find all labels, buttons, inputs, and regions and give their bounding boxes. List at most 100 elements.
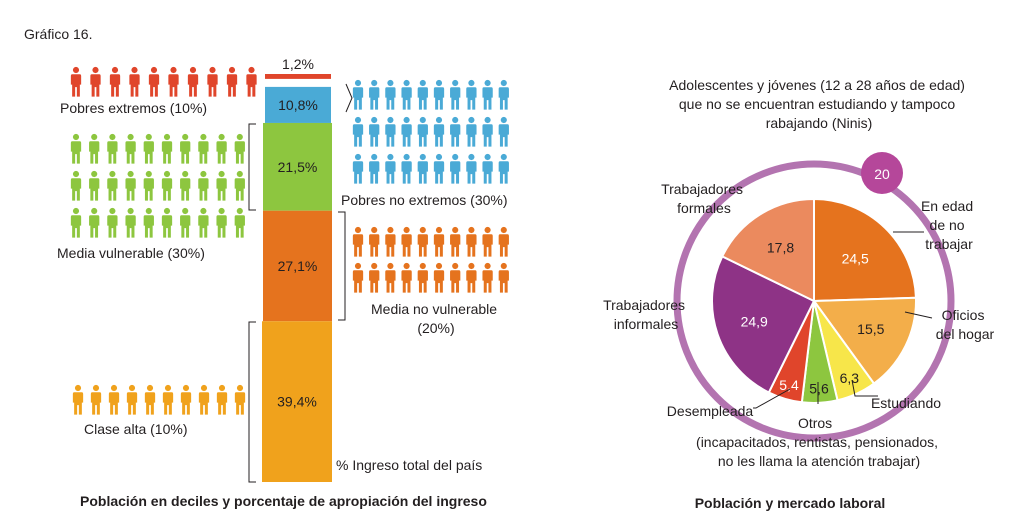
slice-label-formales-line-1: Trabajadores	[661, 181, 743, 197]
slice-label-otros-line-3: no les llama la atención trabajar)	[718, 453, 920, 469]
person-icon	[216, 384, 228, 415]
slice-label-edad-line-1: En edad	[921, 198, 973, 214]
bar-value-label-2: 21,5%	[278, 159, 318, 175]
person-icon	[70, 66, 82, 97]
person-icon	[180, 384, 192, 415]
person-icon	[125, 170, 136, 201]
person-icon	[466, 79, 477, 110]
people-group-4	[72, 384, 246, 415]
pie-slice-1	[812, 296, 917, 385]
person-icon	[450, 79, 461, 110]
person-icon	[433, 226, 445, 257]
person-icon	[89, 207, 100, 238]
leader-line-4	[753, 388, 791, 409]
person-icon	[385, 153, 396, 184]
slice-label-hogar: Oficios del hogar	[936, 307, 995, 342]
person-icon	[417, 116, 428, 147]
person-icon	[401, 79, 412, 110]
bar-value-label-0: 1,2%	[282, 56, 314, 72]
person-icon	[466, 262, 477, 293]
person-icon	[180, 170, 191, 201]
group-brackets	[248, 83, 353, 483]
person-icon	[161, 207, 173, 238]
person-icon	[180, 133, 191, 164]
pie-ring	[673, 160, 955, 442]
bracket-3	[248, 321, 256, 483]
pie-value-label-4: 5,4	[779, 377, 799, 393]
people-group-2	[70, 133, 245, 238]
person-icon	[143, 207, 154, 238]
person-icon	[433, 262, 445, 293]
person-icon	[246, 66, 257, 97]
pie-value-label-0: 24,5	[842, 251, 869, 267]
people-group-0	[70, 66, 257, 97]
person-icon	[234, 207, 245, 238]
person-icon	[126, 384, 138, 415]
person-icon	[180, 207, 191, 238]
person-icon	[385, 226, 396, 257]
person-icon	[143, 170, 154, 201]
bar-value-label-4: 39,4%	[277, 394, 317, 410]
figure-label: Gráfico 16.	[24, 26, 92, 42]
group-label-vulnerable: Media vulnerable (30%)	[57, 245, 205, 261]
person-icon	[187, 66, 199, 97]
pie-subtitle-line-2: que no se encuentran estudiando y tampoc…	[679, 96, 956, 112]
slice-label-otros-line-1: Otros	[798, 415, 832, 431]
person-icon	[466, 116, 477, 147]
person-icon	[482, 226, 493, 257]
person-icon	[161, 133, 173, 164]
group-label-no-extremos: Pobres no extremos (30%)	[341, 192, 508, 208]
bar-value-labels: 1,2% 10,8% 21,5% 27,1% 39,4%	[277, 56, 318, 410]
person-icon	[226, 66, 238, 97]
person-icon	[433, 116, 445, 147]
person-icon	[401, 116, 412, 147]
person-icon	[482, 116, 493, 147]
person-icon	[216, 133, 227, 164]
person-icon	[450, 153, 461, 184]
ring-badge-value: 20	[874, 166, 890, 182]
person-icon	[433, 153, 445, 184]
person-icon	[369, 226, 380, 257]
group-label-alta: Clase alta (10%)	[84, 421, 188, 437]
person-icon	[417, 153, 428, 184]
person-icon	[385, 116, 396, 147]
leader-line-2	[851, 379, 878, 397]
pie-leader-lines	[753, 231, 933, 409]
person-icon	[385, 79, 396, 110]
person-icon	[90, 384, 102, 415]
person-icon	[450, 262, 461, 293]
person-icon	[129, 66, 140, 97]
group-label-no-vulnerable-line-1: Media no vulnerable	[371, 301, 497, 317]
person-icon	[352, 153, 364, 184]
slice-label-hogar-line-2: del hogar	[936, 326, 995, 342]
pie-subtitle: Adolescentes y jóvenes (12 a 28 años de …	[669, 77, 969, 131]
person-icon	[198, 207, 209, 238]
pie-value-label-3: 5,6	[809, 381, 829, 397]
person-icon	[401, 226, 412, 257]
pie-value-label-1: 15,5	[857, 321, 884, 337]
person-icon	[125, 207, 136, 238]
person-icon	[234, 384, 246, 415]
person-icon	[385, 262, 396, 293]
person-icon	[107, 170, 118, 201]
bracket-0	[345, 83, 353, 113]
group-label-no-vulnerable-line-2: (20%)	[417, 320, 454, 336]
pie-value-label-5: 24,9	[741, 314, 768, 330]
person-icon	[352, 116, 364, 147]
slice-label-informales: Trabajadores informales	[603, 297, 689, 332]
person-icon	[162, 384, 174, 415]
bar-segment-3	[263, 210, 332, 322]
person-icon	[168, 66, 179, 97]
slice-label-edad-line-2: de no	[930, 217, 965, 233]
person-icon	[198, 170, 209, 201]
group-label-no-vulnerable: Media no vulnerable (20%)	[371, 301, 501, 336]
bar-segment-1	[265, 86, 331, 123]
slice-label-formales: Trabajadores formales	[661, 181, 747, 216]
income-chart: 1,2% 10,8% 21,5% 27,1% 39,4% Pobres extremos…	[57, 56, 509, 509]
person-icon	[90, 66, 101, 97]
pie-slice-5	[711, 255, 816, 394]
person-icon	[108, 384, 120, 415]
person-icon	[148, 66, 160, 97]
slice-label-otros-line-2: (incapacitados, rentistas, pensionados,	[696, 434, 938, 450]
people-group-1	[352, 79, 509, 184]
